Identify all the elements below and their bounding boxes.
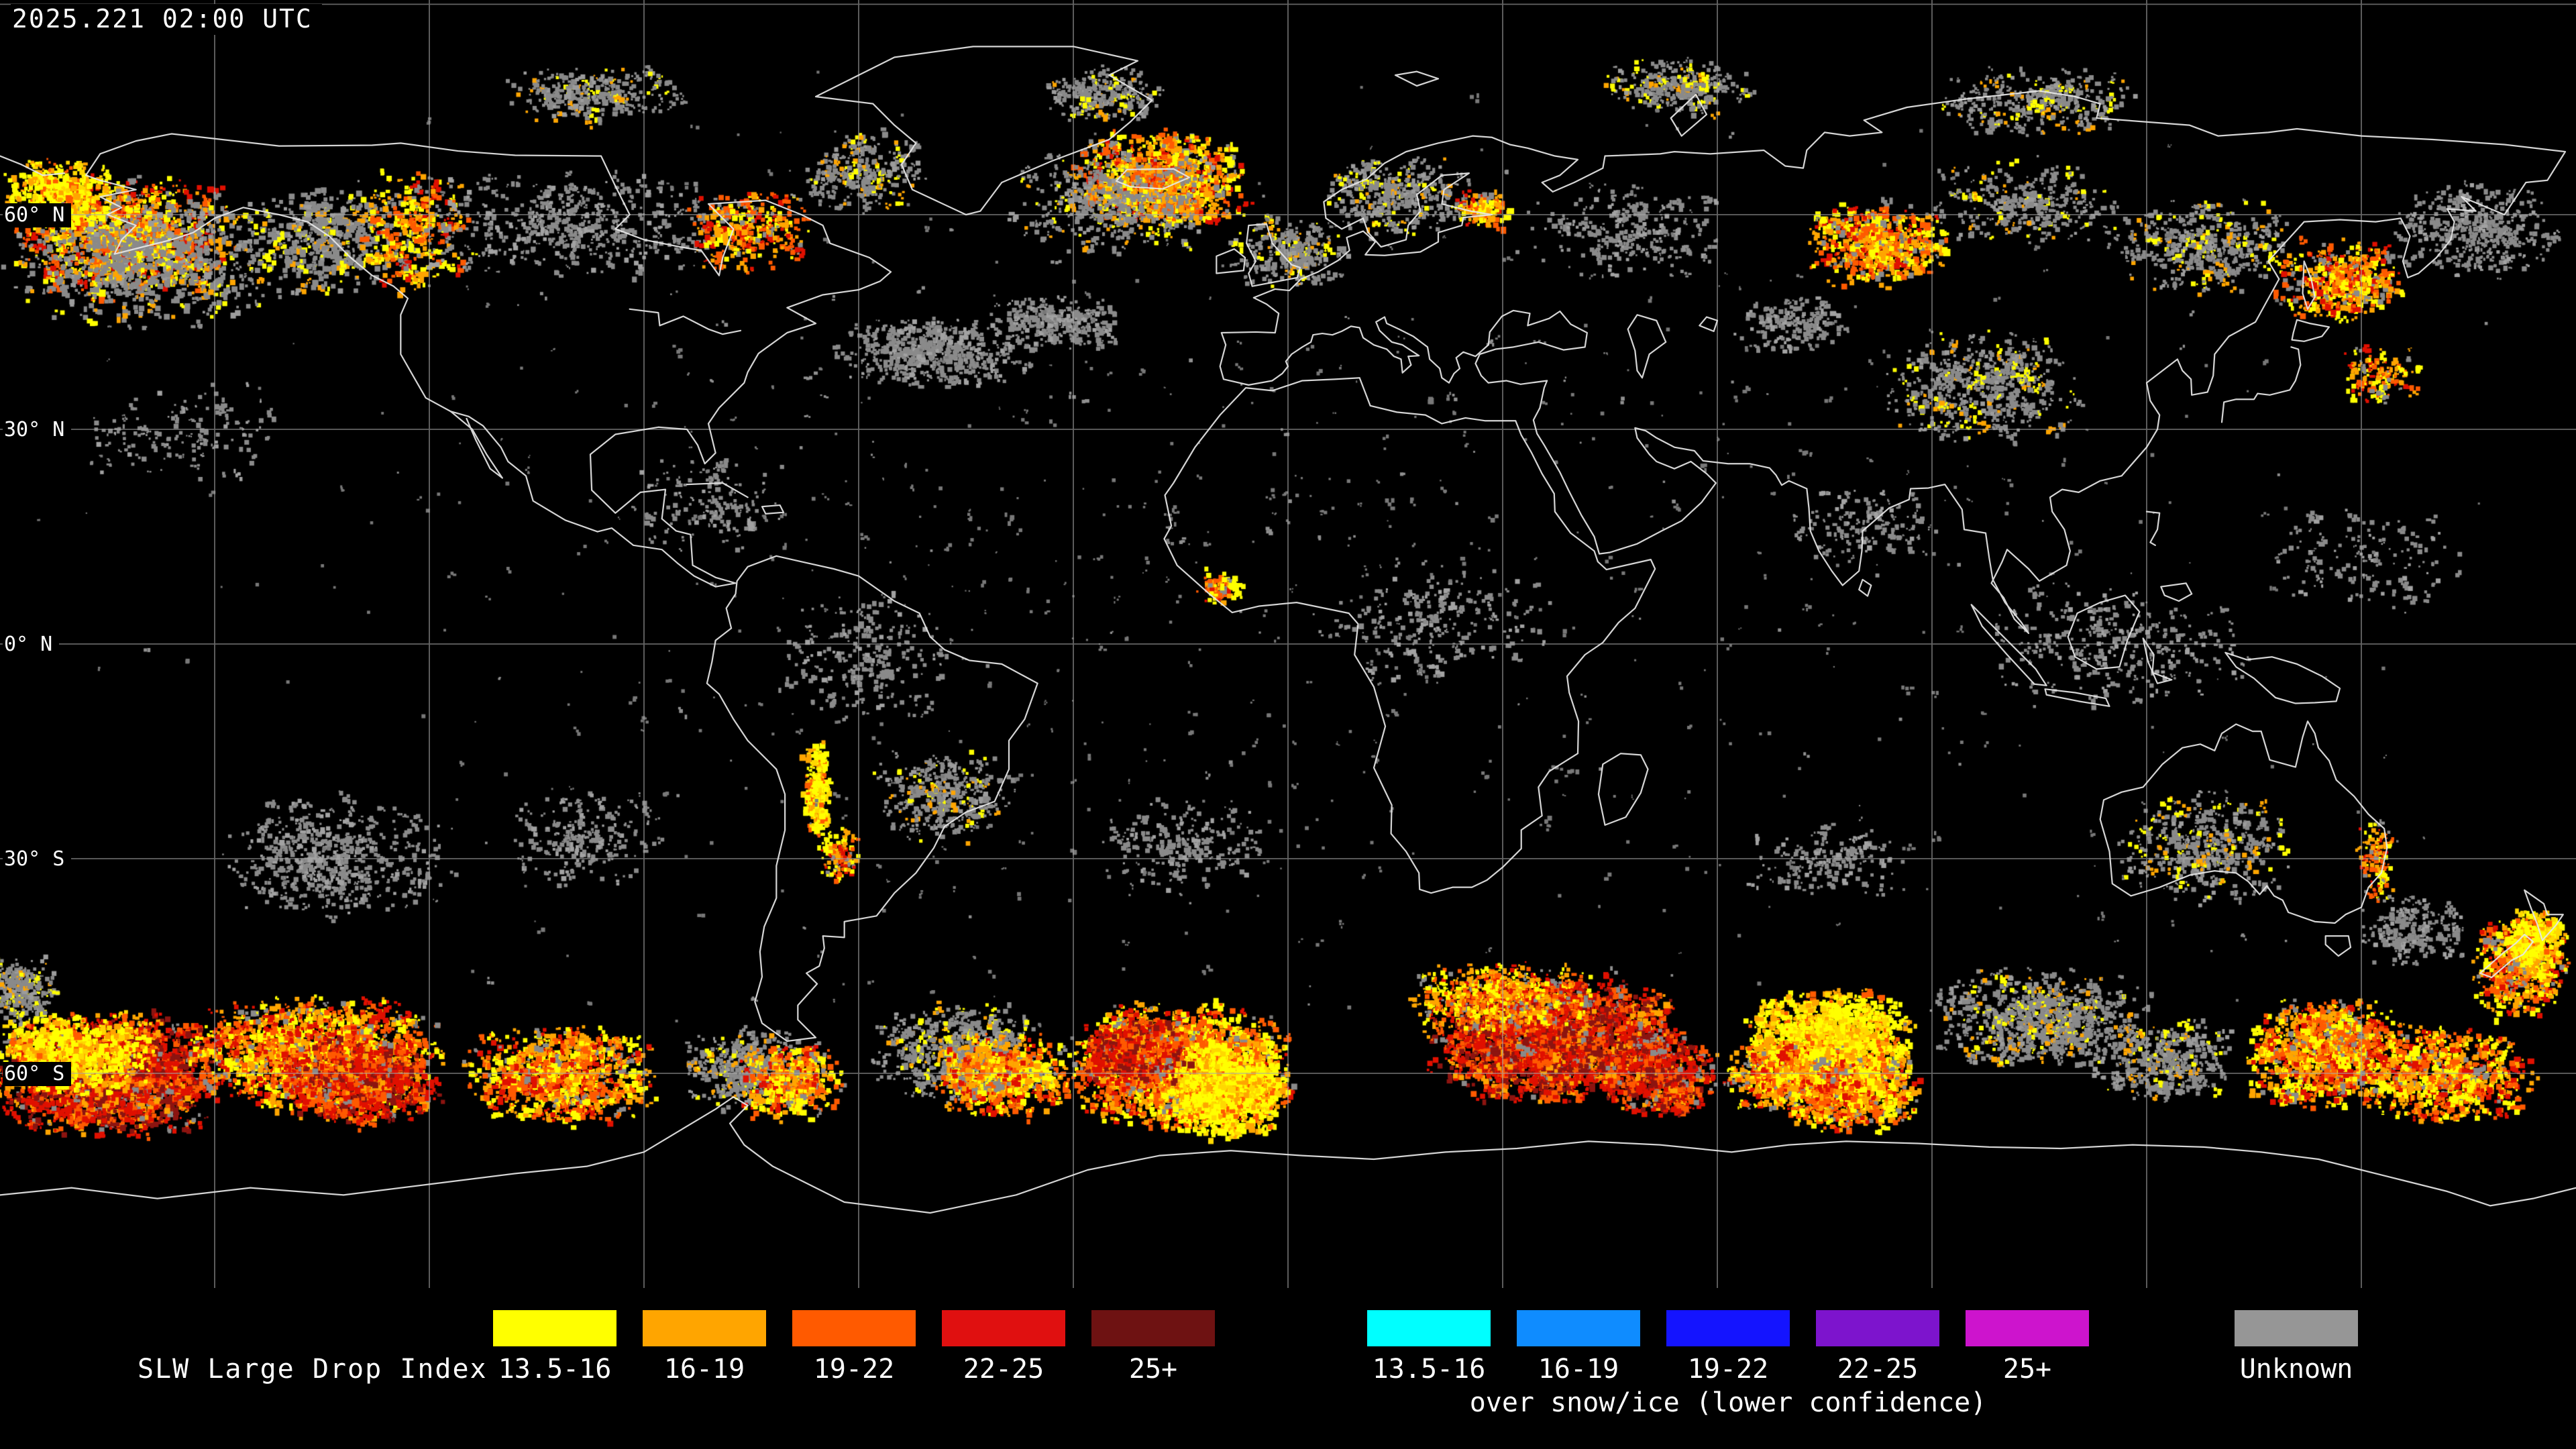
swatch-primary-2-label: 16-19: [663, 1354, 745, 1385]
swatch-primary-1-label: 13.5-16: [498, 1354, 612, 1385]
world-map: [0, 0, 2576, 1288]
swatch-primary-1: [493, 1310, 616, 1346]
swatch-primary-5: [1091, 1310, 1215, 1346]
swatch-primary-3: [792, 1310, 916, 1346]
lat-label-60n: 60° N: [3, 203, 72, 227]
legend: SLW Large Drop Index 13.5-16 16-19 19-22…: [0, 1288, 2576, 1449]
swatch-snowice-2-label: 16-19: [1538, 1354, 1619, 1385]
graticule-grid: [0, 0, 2576, 1288]
swatch-snowice-1-label: 13.5-16: [1372, 1354, 1486, 1385]
swatch-unknown-label: Unknown: [2239, 1354, 2353, 1385]
swatch-primary-2: [643, 1310, 766, 1346]
swatch-snowice-1: [1367, 1310, 1491, 1346]
legend-title: SLW Large Drop Index: [138, 1354, 488, 1385]
swatch-primary-4-label: 22-25: [963, 1354, 1044, 1385]
swatch-snowice-4-label: 22-25: [1837, 1354, 1919, 1385]
swatch-snowice-3-label: 19-22: [1687, 1354, 1769, 1385]
swatch-unknown: [2235, 1310, 2358, 1346]
swatch-primary-4: [942, 1310, 1065, 1346]
swatch-snowice-5-label: 25+: [2002, 1354, 2052, 1385]
swatch-snowice-4: [1816, 1310, 1939, 1346]
swatch-primary-3-label: 19-22: [813, 1354, 895, 1385]
swatch-snowice-2: [1517, 1310, 1640, 1346]
coastlines: [0, 46, 2576, 1214]
swatch-snowice-5: [1966, 1310, 2089, 1346]
lat-label-30s: 30° S: [3, 847, 72, 871]
swatch-primary-5-label: 25+: [1128, 1354, 1178, 1385]
swatch-snowice-3: [1666, 1310, 1790, 1346]
lat-label-0n: 0° N: [3, 633, 60, 657]
lat-label-30n: 30° N: [3, 418, 72, 442]
lat-label-60s: 60° S: [3, 1062, 72, 1086]
legend-snowice-caption: over snow/ice (lower confidence): [1469, 1387, 1987, 1418]
timestamp: 2025.221 02:00 UTC: [11, 4, 322, 35]
